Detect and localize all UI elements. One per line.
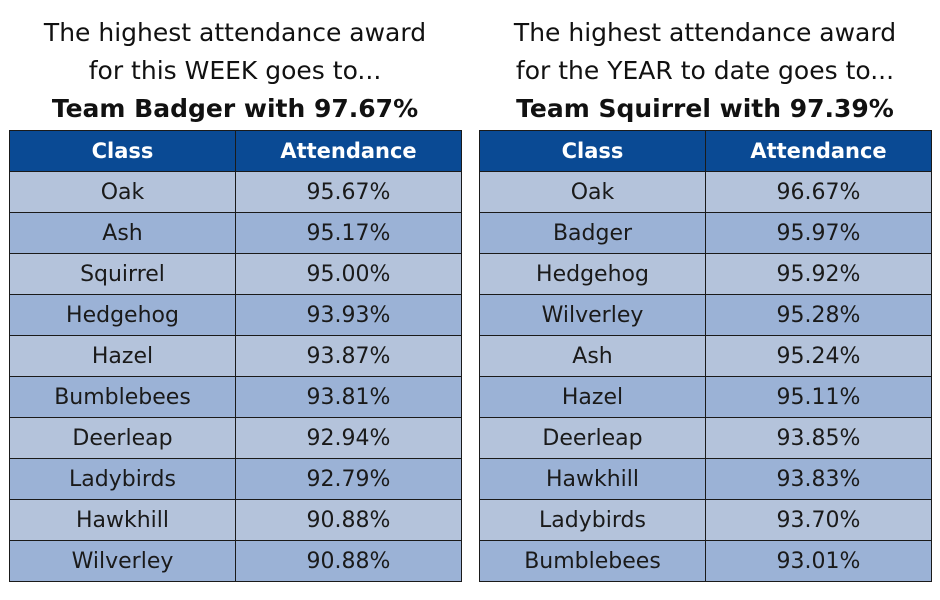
week-panel: The highest attendance award for this WE…	[9, 0, 462, 582]
attendance-cell: 92.94%	[235, 417, 462, 459]
week-winner: Team Badger with 97.67%	[51, 94, 419, 123]
attendance-cell: 95.97%	[705, 212, 932, 254]
class-name-cell: Ash	[479, 335, 706, 377]
class-name-cell: Ladybirds	[479, 499, 706, 541]
class-name-cell: Oak	[479, 171, 706, 213]
table-row: Bumblebees 93.01%	[479, 540, 932, 582]
class-name-cell: Deerleap	[9, 417, 236, 459]
table-row: Wilverley 90.88%	[9, 540, 462, 582]
year-column-header-class: Class	[479, 130, 706, 172]
class-name-cell: Hawkhill	[9, 499, 236, 541]
class-name-cell: Ash	[9, 212, 236, 254]
class-name-cell: Badger	[479, 212, 706, 254]
attendance-cell: 90.88%	[235, 540, 462, 582]
class-name-cell: Wilverley	[9, 540, 236, 582]
year-heading-line2: for the YEAR to date goes to...	[515, 56, 895, 85]
class-name-cell: Hedgehog	[9, 294, 236, 336]
table-row: Ladybirds 93.70%	[479, 499, 932, 541]
year-attendance-table: Class Attendance Oak 96.67% Badger 95.97% He…	[479, 130, 932, 582]
attendance-cell: 95.92%	[705, 253, 932, 295]
table-row: Hawkhill 90.88%	[9, 499, 462, 541]
table-row: Wilverley 95.28%	[479, 294, 932, 336]
table-row: Ash 95.17%	[9, 212, 462, 254]
week-heading-line2: for this WEEK goes to...	[88, 56, 382, 85]
week-attendance-table: Class Attendance Oak 95.67% Ash 95.17% Squir…	[9, 130, 462, 582]
class-name-cell: Bumblebees	[9, 376, 236, 418]
table-row: Hazel 93.87%	[9, 335, 462, 377]
year-heading-line1: The highest attendance award	[513, 18, 897, 47]
table-row: Bumblebees 93.81%	[9, 376, 462, 418]
attendance-cell: 95.11%	[705, 376, 932, 418]
attendance-cell: 93.01%	[705, 540, 932, 582]
attendance-cell: 93.70%	[705, 499, 932, 541]
table-row: Ash 95.24%	[479, 335, 932, 377]
attendance-cell: 93.81%	[235, 376, 462, 418]
year-panel: The highest attendance award for the YEA…	[479, 0, 932, 582]
attendance-cell: 95.24%	[705, 335, 932, 377]
attendance-cell: 93.83%	[705, 458, 932, 500]
table-row: Deerleap 93.85%	[479, 417, 932, 459]
class-name-cell: Hedgehog	[479, 253, 706, 295]
table-row: Oak 95.67%	[9, 171, 462, 213]
attendance-cell: 90.88%	[235, 499, 462, 541]
class-name-cell: Ladybirds	[9, 458, 236, 500]
table-row: Hedgehog 95.92%	[479, 253, 932, 295]
class-name-cell: Hazel	[9, 335, 236, 377]
class-name-cell: Bumblebees	[479, 540, 706, 582]
class-name-cell: Squirrel	[9, 253, 236, 295]
table-row: Oak 96.67%	[479, 171, 932, 213]
class-name-cell: Deerleap	[479, 417, 706, 459]
year-table-header-row: Class Attendance	[479, 130, 932, 172]
year-column-header-attendance: Attendance	[705, 130, 932, 172]
year-winner: Team Squirrel with 97.39%	[516, 94, 894, 123]
attendance-cell: 93.87%	[235, 335, 462, 377]
attendance-cell: 96.67%	[705, 171, 932, 213]
table-row: Squirrel 95.00%	[9, 253, 462, 295]
week-table-body: Oak 95.67% Ash 95.17% Squirrel 95.00% Hedgehog…	[9, 171, 462, 582]
table-row: Hawkhill 93.83%	[479, 458, 932, 500]
year-heading: The highest attendance award for the YEA…	[479, 0, 931, 130]
table-row: Hedgehog 93.93%	[9, 294, 462, 336]
week-heading-line1: The highest attendance award	[43, 18, 427, 47]
week-table-header-row: Class Attendance	[9, 130, 462, 172]
week-column-header-class: Class	[9, 130, 236, 172]
year-table-body: Oak 96.67% Badger 95.97% Hedgehog 95.92% Wilve…	[479, 171, 932, 582]
class-name-cell: Oak	[9, 171, 236, 213]
class-name-cell: Hazel	[479, 376, 706, 418]
attendance-cell: 95.00%	[235, 253, 462, 295]
table-row: Deerleap 92.94%	[9, 417, 462, 459]
class-name-cell: Wilverley	[479, 294, 706, 336]
attendance-cell: 93.85%	[705, 417, 932, 459]
week-column-header-attendance: Attendance	[235, 130, 462, 172]
attendance-cell: 95.17%	[235, 212, 462, 254]
table-row: Badger 95.97%	[479, 212, 932, 254]
class-name-cell: Hawkhill	[479, 458, 706, 500]
table-row: Hazel 95.11%	[479, 376, 932, 418]
attendance-cell: 95.67%	[235, 171, 462, 213]
table-row: Ladybirds 92.79%	[9, 458, 462, 500]
attendance-cell: 93.93%	[235, 294, 462, 336]
week-heading: The highest attendance award for this WE…	[9, 0, 461, 130]
attendance-cell: 95.28%	[705, 294, 932, 336]
attendance-cell: 92.79%	[235, 458, 462, 500]
